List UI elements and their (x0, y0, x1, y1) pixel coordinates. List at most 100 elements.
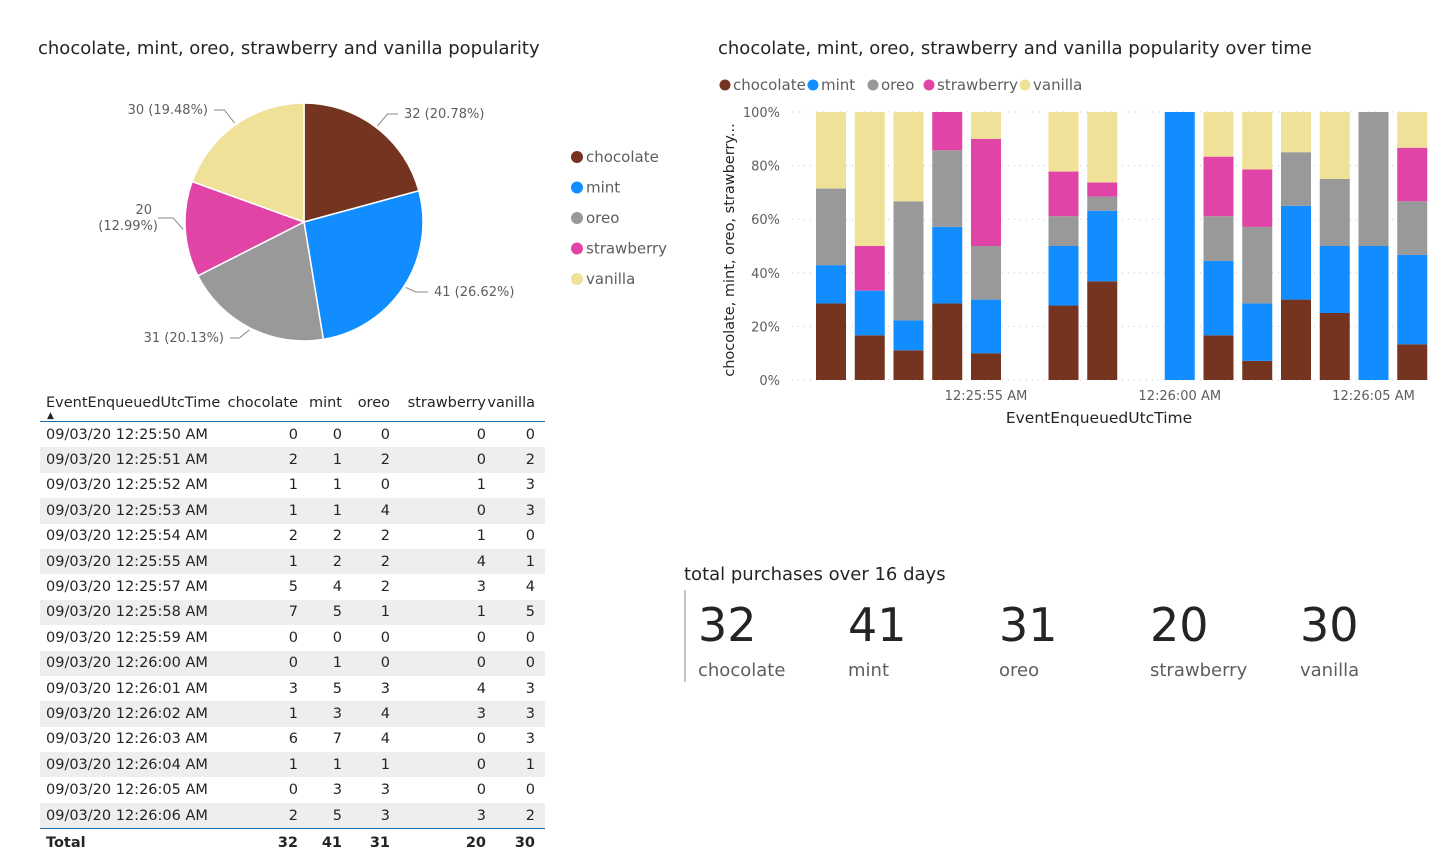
bar-segment-strawberry[interactable] (1048, 171, 1079, 217)
legend-item-oreo[interactable]: oreo (586, 209, 619, 227)
table-row[interactable]: 09/03/20 12:26:05 AM 0 3 3 0 0 (40, 777, 545, 802)
column-header-mint[interactable]: mint (308, 395, 342, 411)
bar-segment-mint[interactable] (1203, 260, 1234, 336)
bar-segment-strawberry[interactable] (971, 138, 1001, 246)
bar-segment-mint[interactable] (816, 265, 846, 304)
column-header-strawberry[interactable]: strawberry (407, 395, 486, 411)
bar-segment-oreo[interactable] (1319, 179, 1350, 246)
bar-segment-strawberry[interactable] (1203, 156, 1234, 217)
bar-segment-mint[interactable] (1087, 210, 1118, 282)
table-row[interactable]: 09/03/20 12:25:55 AM 1 2 2 4 1 (40, 548, 545, 575)
bar-segment-chocolate[interactable] (932, 303, 963, 380)
bar-segment-chocolate[interactable] (1203, 335, 1234, 380)
bar-segment-oreo[interactable] (893, 201, 924, 321)
pie-slice-vanilla[interactable] (191, 102, 305, 224)
bar-segment-vanilla[interactable] (893, 112, 924, 202)
bar-segment-mint[interactable] (893, 320, 924, 351)
table-row[interactable]: 09/03/20 12:25:50 AM 0 0 0 0 0 (40, 422, 545, 447)
bar-segment-oreo[interactable] (816, 188, 846, 266)
bar-segment-oreo[interactable] (932, 150, 963, 227)
bar-segment-chocolate[interactable] (854, 335, 885, 380)
bar-segment-oreo[interactable] (1397, 201, 1428, 255)
multi-row-card[interactable]: 32 chocolate 41 mint 31 oreo 20 strawberry 30 van… (684, 590, 1406, 682)
bar-segment-strawberry[interactable] (1087, 182, 1118, 197)
bar-segment-vanilla[interactable] (1319, 112, 1350, 179)
legend-item-mint[interactable]: mint (821, 76, 855, 94)
bar-segment-strawberry[interactable] (1242, 169, 1273, 227)
legend-item-strawberry[interactable]: strawberry (937, 76, 1018, 94)
bar-segment-mint[interactable] (854, 290, 885, 336)
table-row[interactable]: 09/03/20 12:26:04 AM 1 1 1 0 1 (40, 752, 545, 778)
table-row[interactable]: 09/03/20 12:26:06 AM 2 5 3 3 2 (40, 802, 545, 829)
data-table[interactable]: EventEnqueuedUtcTime chocolate mint oreo str… (40, 392, 545, 857)
bar-segment-chocolate[interactable] (1281, 299, 1311, 380)
bar-segment-vanilla[interactable] (816, 112, 846, 189)
legend-item-oreo[interactable]: oreo (881, 76, 914, 94)
bar-segment-oreo[interactable] (971, 246, 1001, 300)
pie-slice-strawberry[interactable] (184, 180, 306, 277)
bar-segment-oreo[interactable] (1242, 226, 1273, 304)
table-row[interactable]: 09/03/20 12:25:58 AM 7 5 1 1 5 (40, 599, 545, 626)
bar-segment-vanilla[interactable] (971, 112, 1001, 139)
bar-segment-strawberry[interactable] (932, 112, 963, 151)
bar-segment-vanilla[interactable] (1203, 112, 1234, 157)
pie-chart[interactable]: 32 (20.78%) 41 (26.62%) 31 (20.13%) 20(12.9… (0, 80, 680, 380)
sort-ascending-icon[interactable]: ▲ (47, 411, 54, 421)
legend-item-mint[interactable]: mint (586, 179, 620, 197)
bar-segment-oreo[interactable] (1281, 152, 1311, 206)
table-row[interactable]: 09/03/20 12:25:52 AM 1 1 0 1 3 (40, 473, 545, 498)
bar-segment-mint[interactable] (1358, 246, 1389, 380)
bar-segment-chocolate[interactable] (816, 303, 846, 380)
bar-segment-mint[interactable] (971, 299, 1001, 354)
bar-segment-mint[interactable] (932, 226, 963, 304)
table-row[interactable]: 09/03/20 12:26:03 AM 6 7 4 0 3 (40, 727, 545, 752)
bar-segment-vanilla[interactable] (1281, 112, 1311, 153)
table-cell: 1 (525, 756, 535, 773)
bar-segment-vanilla[interactable] (1397, 112, 1428, 148)
bar-segment-mint[interactable] (1164, 112, 1195, 380)
table-row[interactable]: 09/03/20 12:25:59 AM 0 0 0 0 0 (40, 625, 545, 650)
legend-item-vanilla[interactable]: vanilla (586, 270, 635, 288)
table-row[interactable]: 09/03/20 12:26:01 AM 3 5 3 4 3 (40, 676, 545, 701)
bar-segment-chocolate[interactable] (1319, 313, 1350, 380)
bar-segment-oreo[interactable] (1358, 112, 1389, 246)
table-row[interactable]: 09/03/20 12:25:53 AM 1 1 4 0 3 (40, 498, 545, 524)
bar-segment-vanilla[interactable] (1087, 112, 1118, 183)
table-row[interactable]: 09/03/20 12:25:57 AM 5 4 2 3 4 (40, 574, 545, 599)
table-row[interactable]: 09/03/20 12:26:00 AM 0 1 0 0 0 (40, 650, 545, 676)
bar-segment-oreo[interactable] (1087, 196, 1118, 211)
legend-item-chocolate[interactable]: chocolate (733, 76, 806, 94)
column-header-oreo[interactable]: oreo (357, 395, 390, 411)
bar-segment-mint[interactable] (1281, 205, 1311, 300)
table-row[interactable]: 09/03/20 12:25:54 AM 2 2 2 1 0 (40, 524, 545, 549)
bar-segment-mint[interactable] (1048, 246, 1079, 306)
pie-slice-chocolate[interactable] (303, 102, 420, 223)
column-header-chocolate[interactable]: chocolate (227, 395, 298, 411)
legend-item-strawberry[interactable]: strawberry (586, 240, 667, 258)
pie-slice-mint[interactable] (303, 189, 424, 341)
bar-segment-mint[interactable] (1242, 303, 1273, 361)
table-row[interactable]: 09/03/20 12:26:02 AM 1 3 4 3 3 (40, 701, 545, 727)
bar-segment-chocolate[interactable] (1048, 305, 1079, 380)
bar-segment-chocolate[interactable] (1397, 344, 1428, 380)
bar-segment-mint[interactable] (1397, 254, 1428, 345)
bar-segment-chocolate[interactable] (893, 350, 924, 380)
bar-segment-strawberry[interactable] (1397, 147, 1428, 202)
bar-segment-mint[interactable] (1319, 246, 1350, 313)
column-header-eventenqueuedutctime[interactable]: EventEnqueuedUtcTime (46, 395, 221, 411)
bar-segment-vanilla[interactable] (854, 112, 885, 246)
bar-segment-chocolate[interactable] (1242, 360, 1273, 380)
bar-segment-vanilla[interactable] (1048, 112, 1079, 172)
bar-segment-strawberry[interactable] (854, 246, 885, 291)
pie-slice-oreo[interactable] (196, 220, 325, 342)
column-header-vanilla[interactable]: vanilla (487, 395, 535, 411)
stacked-bar-chart[interactable]: chocolate mint oreo strawberry vanilla 0% 20% 4… (712, 68, 1432, 448)
bar-segment-chocolate[interactable] (1087, 281, 1118, 380)
bar-segment-chocolate[interactable] (971, 353, 1001, 380)
bar-segment-vanilla[interactable] (1242, 112, 1273, 170)
legend-item-chocolate[interactable]: chocolate (586, 148, 659, 166)
table-row[interactable]: 09/03/20 12:25:51 AM 2 1 2 0 2 (40, 447, 545, 473)
bar-segment-oreo[interactable] (1203, 216, 1234, 261)
legend-item-vanilla[interactable]: vanilla (1033, 76, 1082, 94)
bar-segment-oreo[interactable] (1048, 216, 1079, 246)
